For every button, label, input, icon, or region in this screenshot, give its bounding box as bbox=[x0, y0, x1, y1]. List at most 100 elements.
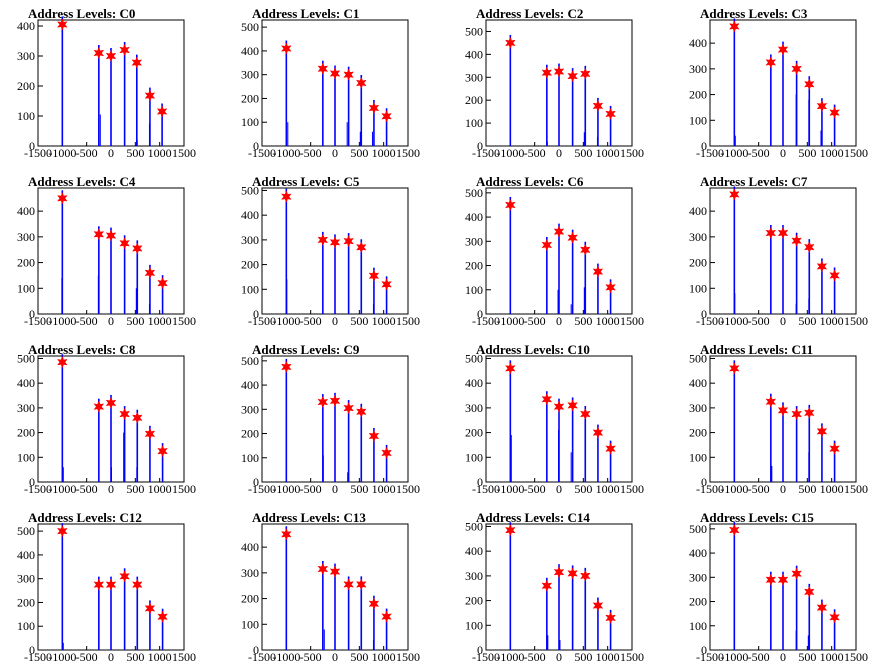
x-tick-label: 500 bbox=[798, 146, 816, 160]
y-tick-label: 300 bbox=[465, 70, 483, 84]
x-tick-label: -1000 bbox=[48, 482, 76, 496]
peak-marker bbox=[579, 243, 591, 256]
peak-marker bbox=[592, 99, 604, 113]
x-tick-label: -500 bbox=[748, 482, 770, 496]
x-tick-label: -1500 bbox=[696, 146, 724, 160]
peak-marker bbox=[553, 65, 565, 78]
x-tick-label: 1000 bbox=[372, 314, 396, 328]
peak-marker bbox=[329, 394, 341, 408]
peak-marker bbox=[829, 611, 840, 624]
x-tick-label: -500 bbox=[524, 650, 546, 664]
x-tick-label: 1500 bbox=[396, 650, 420, 664]
y-tick-label: 500 bbox=[17, 524, 35, 538]
peak-marker bbox=[381, 278, 392, 291]
x-tick-label: 1500 bbox=[844, 146, 868, 160]
peak-marker bbox=[567, 399, 578, 412]
y-tick-label: 0 bbox=[253, 139, 259, 153]
x-tick-label: -500 bbox=[524, 314, 546, 328]
peak-marker bbox=[504, 198, 516, 212]
y-tick-label: 200 bbox=[689, 426, 707, 440]
y-tick-label: 200 bbox=[689, 256, 707, 270]
x-tick-label: 1000 bbox=[820, 482, 844, 496]
x-tick-label: 0 bbox=[108, 482, 114, 496]
peak-marker bbox=[119, 570, 130, 583]
y-tick-label: 400 bbox=[17, 204, 35, 218]
x-tick-label: 1000 bbox=[148, 482, 172, 496]
x-tick-label: -500 bbox=[748, 146, 770, 160]
peak-marker bbox=[355, 241, 367, 254]
y-tick-label: 400 bbox=[241, 540, 259, 554]
chart-panel: Address Levels: C4 0 100 200 300 400 -1500-100… bbox=[17, 174, 196, 328]
chart-title: Address Levels: C6 bbox=[476, 174, 584, 189]
x-tick-label: -1000 bbox=[720, 314, 748, 328]
y-tick-label: 500 bbox=[241, 354, 259, 368]
peak-marker bbox=[605, 611, 616, 625]
peak-marker bbox=[728, 188, 740, 201]
chart-title: Address Levels: C4 bbox=[28, 174, 136, 189]
y-tick-label: 400 bbox=[17, 548, 35, 562]
x-tick-label: 1000 bbox=[596, 146, 620, 160]
x-tick-label: -1500 bbox=[24, 146, 52, 160]
y-tick-label: 100 bbox=[689, 450, 707, 464]
x-tick-label: 0 bbox=[556, 482, 562, 496]
peak-marker bbox=[56, 192, 68, 205]
x-tick-label: -500 bbox=[748, 314, 770, 328]
y-tick-label: 200 bbox=[689, 88, 707, 102]
peak-marker bbox=[803, 585, 815, 599]
y-tick-label: 200 bbox=[465, 594, 483, 608]
x-tick-label: 0 bbox=[780, 482, 786, 496]
x-tick-label: 500 bbox=[798, 650, 816, 664]
peak-marker bbox=[605, 281, 616, 294]
x-tick-label: -1000 bbox=[496, 482, 524, 496]
y-tick-label: 300 bbox=[17, 230, 35, 244]
y-tick-label: 400 bbox=[689, 36, 707, 50]
x-tick-label: 0 bbox=[556, 146, 562, 160]
x-tick-label: -1000 bbox=[720, 482, 748, 496]
x-tick-label: 1000 bbox=[372, 650, 396, 664]
x-tick-label: 500 bbox=[350, 482, 368, 496]
x-tick-label: -1500 bbox=[248, 482, 276, 496]
y-tick-label: 300 bbox=[241, 68, 259, 82]
x-tick-label: 1500 bbox=[396, 482, 420, 496]
peak-marker bbox=[592, 265, 604, 278]
y-tick-label: 100 bbox=[17, 619, 35, 633]
y-tick-label: 300 bbox=[689, 62, 707, 76]
peak-marker bbox=[541, 66, 553, 79]
peak-marker bbox=[504, 362, 516, 375]
y-tick-label: 200 bbox=[465, 426, 483, 440]
peak-marker bbox=[144, 89, 156, 102]
peak-marker bbox=[777, 573, 789, 586]
y-tick-label: 300 bbox=[465, 234, 483, 248]
x-tick-label: -1000 bbox=[48, 650, 76, 664]
chart-title: Address Levels: C14 bbox=[476, 510, 590, 525]
x-tick-label: 0 bbox=[556, 650, 562, 664]
y-tick-label: 100 bbox=[17, 281, 35, 295]
y-tick-label: 0 bbox=[701, 475, 707, 489]
y-tick-label: 200 bbox=[689, 595, 707, 609]
chart-panel: Address Levels: C90100200300400500-1500-… bbox=[241, 342, 420, 496]
y-tick-label: 300 bbox=[241, 402, 259, 416]
peak-marker bbox=[829, 106, 840, 119]
x-tick-label: 0 bbox=[108, 314, 114, 328]
peak-marker bbox=[329, 565, 341, 578]
x-tick-label: 1000 bbox=[148, 650, 172, 664]
peak-marker bbox=[541, 393, 553, 406]
x-tick-label: -500 bbox=[76, 650, 98, 664]
x-tick-label: 1500 bbox=[844, 650, 868, 664]
y-tick-label: 0 bbox=[253, 475, 259, 489]
x-tick-label: -1000 bbox=[272, 314, 300, 328]
peak-marker bbox=[157, 444, 168, 458]
x-tick-label: 500 bbox=[350, 650, 368, 664]
peak-marker bbox=[355, 405, 367, 418]
x-tick-label: -1000 bbox=[48, 314, 76, 328]
peak-marker bbox=[381, 110, 392, 123]
y-tick-label: 300 bbox=[465, 569, 483, 583]
x-tick-label: 1000 bbox=[596, 314, 620, 328]
peak-marker bbox=[791, 62, 802, 76]
peak-marker bbox=[579, 407, 591, 421]
y-tick-label: 100 bbox=[17, 450, 35, 464]
x-tick-label: -1500 bbox=[696, 482, 724, 496]
x-tick-label: 500 bbox=[798, 482, 816, 496]
chart-title: Address Levels: C11 bbox=[700, 342, 813, 357]
x-tick-label: 500 bbox=[126, 482, 144, 496]
